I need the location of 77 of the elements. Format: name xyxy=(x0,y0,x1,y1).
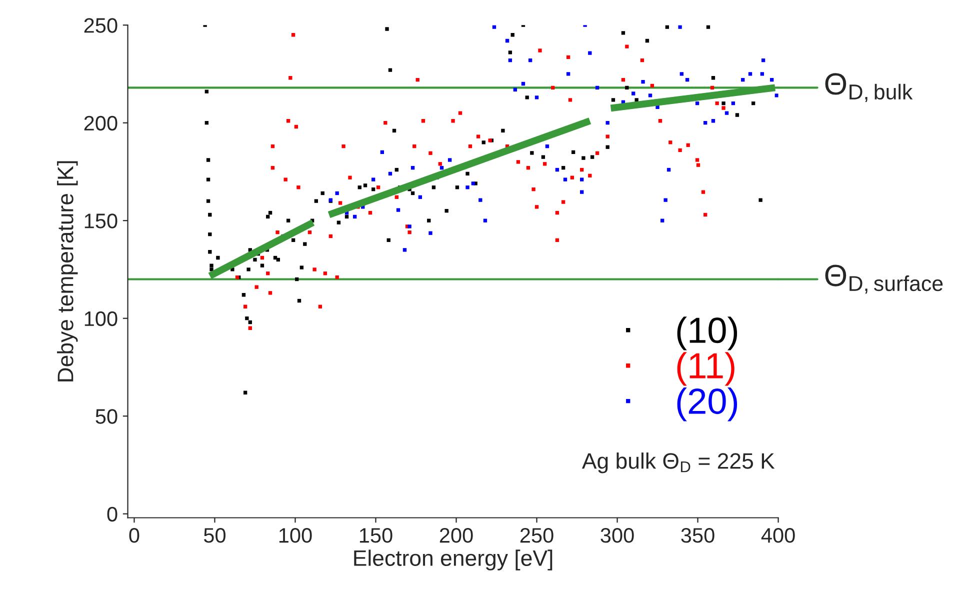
point xyxy=(418,195,422,199)
point xyxy=(731,101,736,106)
point xyxy=(371,178,376,182)
y-tick-label: 100 xyxy=(84,311,118,326)
point xyxy=(770,78,774,82)
point xyxy=(505,38,510,43)
x-tick-label: 50 xyxy=(204,528,226,543)
point xyxy=(388,172,392,176)
point xyxy=(632,92,636,96)
x-tick-label: 400 xyxy=(761,528,795,543)
y-tick-label: 0 xyxy=(107,506,118,522)
point xyxy=(396,208,400,212)
legend-label: (10) xyxy=(677,316,738,350)
point xyxy=(402,248,407,252)
point xyxy=(580,190,584,194)
point xyxy=(478,198,482,202)
point xyxy=(352,214,357,219)
annotation: Ag bulk Θ$_{D}$ = 225 K xyxy=(582,452,775,474)
point xyxy=(664,198,668,202)
point xyxy=(760,72,764,76)
point xyxy=(521,82,526,86)
point xyxy=(534,96,539,100)
ref-line-label: Θ$_{D,bulk}$ xyxy=(825,73,913,102)
x-tick-label: 150 xyxy=(360,528,392,543)
point xyxy=(595,86,600,90)
point xyxy=(545,144,550,148)
point xyxy=(513,88,518,92)
legend-label: (20) xyxy=(677,388,738,422)
point xyxy=(666,168,671,172)
point xyxy=(410,166,415,170)
point xyxy=(580,178,584,182)
point xyxy=(566,72,570,76)
point xyxy=(471,182,475,186)
point xyxy=(648,94,652,98)
point xyxy=(685,78,690,82)
point xyxy=(440,166,444,170)
point xyxy=(335,191,339,196)
y-tick-label: 50 xyxy=(96,409,118,424)
legend-label: (11) xyxy=(677,352,734,386)
point xyxy=(528,58,532,62)
x-tick-label: 250 xyxy=(520,528,554,543)
point xyxy=(555,168,560,172)
point xyxy=(606,121,610,125)
ref-line-label: Θ$_{D,surface}$ xyxy=(825,264,943,294)
x-axis-title: Electron energy [eV] xyxy=(354,550,552,570)
y-axis-title: Debye temperature [K] xyxy=(57,161,78,382)
point xyxy=(748,72,752,76)
point xyxy=(680,72,684,76)
point xyxy=(483,218,488,222)
point xyxy=(741,78,745,82)
point xyxy=(660,218,664,222)
x-tick-label: 300 xyxy=(600,528,634,543)
point xyxy=(508,58,512,62)
y-tick-label: 200 xyxy=(84,116,118,131)
point xyxy=(678,25,682,29)
y-tick-label: 250 xyxy=(84,18,118,33)
point xyxy=(641,80,645,84)
point xyxy=(448,158,452,162)
point xyxy=(711,119,716,123)
point xyxy=(761,58,766,62)
x-tick-label: 350 xyxy=(681,528,714,543)
point xyxy=(695,101,700,106)
y-tick-label: 150 xyxy=(84,214,118,228)
point xyxy=(703,121,708,125)
point xyxy=(774,94,778,98)
point xyxy=(724,111,729,115)
point xyxy=(466,186,470,190)
point xyxy=(428,231,432,235)
x-tick-label: 0 xyxy=(129,528,140,543)
point xyxy=(656,105,660,110)
point xyxy=(563,178,568,182)
point xyxy=(588,51,592,55)
point xyxy=(408,224,412,228)
point xyxy=(492,25,496,29)
x-tick-label: 100 xyxy=(279,528,312,543)
point xyxy=(380,150,384,154)
x-tick-label: 200 xyxy=(440,528,473,543)
